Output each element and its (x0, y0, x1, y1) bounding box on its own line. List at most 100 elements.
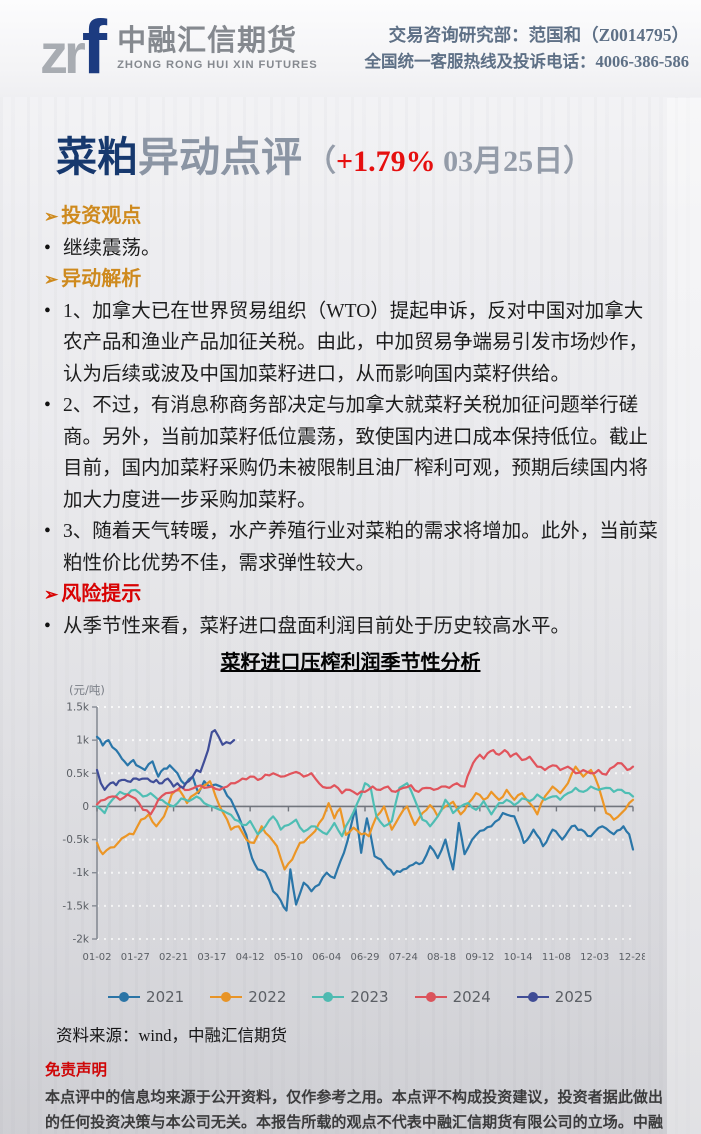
legend-dot (527, 992, 538, 1002)
title-date: 03月25日 (443, 145, 564, 178)
company-logo: zr f 中融汇信期货 ZHONG RONG HUI XIN FUTURES (40, 5, 318, 91)
legend-dot (323, 992, 334, 1002)
title-suffix: 异动点评 (138, 134, 302, 180)
section-heading-label: 异动解析 (61, 268, 142, 290)
bullet-icon: • (44, 521, 51, 542)
legend-item-2024: 2024 (414, 988, 491, 1006)
chart-wrap: (元/吨) 1.5k 1k 0.5k 0 -0.5k -1k -1.5k -2k 01-02 01-… (55, 681, 701, 978)
legend-item-2022: 2022 (210, 988, 286, 1006)
bullet-icon: • (44, 615, 51, 637)
x-tick-label: 10-14 (504, 952, 533, 963)
chart-block: 菜籽进口压榨利润季节性分析 (元/吨) 1.5k 1k 0.5k 0 -0.5k -1k -1… (0, 646, 701, 1006)
legend-label: 2021 (146, 988, 185, 1006)
legend-label: 2024 (452, 988, 491, 1006)
legend-item-2023: 2023 (312, 988, 389, 1006)
bullet-text: 3、随着天气转暖，水产养殖行业对菜粕的需求将增加。此外，当前菜粕性价比优势不佳，… (63, 521, 658, 574)
paren-close: ） (563, 145, 594, 178)
bullet-item: • 1、加拿大已在世界贸易组织（WTO）提起申诉，反对中国对加拿大农产品和渔业产品… (44, 296, 661, 391)
bullet-text: 从季节性来看，菜籽进口盘面利润目前处于历史较高水平。 (63, 615, 571, 637)
y-tick-label: 0 (82, 801, 89, 813)
bullet-text: 2、不过，有消息称商务部决定与加拿大就菜籽关税加征问题举行磋商。另外，当前加菜籽… (63, 395, 649, 511)
bullet-icon: • (44, 237, 51, 259)
section-heading: ➢ 风险提示 (44, 579, 661, 611)
paren-open: （ (306, 145, 336, 178)
bullet-text: 继续震荡。 (63, 237, 161, 259)
x-tick-label: 01-27 (121, 952, 150, 963)
arrow-icon: ➢ (44, 207, 59, 226)
seasonality-line-chart: (元/吨) 1.5k 1k 0.5k 0 -0.5k -1k -1.5k -2k 01-02 01-… (62, 683, 647, 963)
logo-mark: zr f (40, 5, 108, 91)
title-paren: （+1.79% 03月25日） (306, 145, 593, 178)
logo-zr-text: zr (40, 22, 86, 86)
legend-marker-icon (516, 992, 549, 1002)
y-tick-label: 1k (76, 735, 90, 747)
series-line-2023 (95, 782, 635, 838)
logo-f-text: f (81, 5, 108, 91)
chart-title: 菜籽进口压榨利润季节性分析 (220, 652, 481, 674)
section-heading-label: 投资观点 (61, 205, 142, 227)
analyst-line: 交易咨询研究部：范国和（Z0014795） (388, 25, 689, 46)
bullet-item: • 继续震荡。 (44, 233, 661, 265)
x-tick-label: 03-17 (197, 952, 226, 963)
legend-dot (119, 992, 130, 1002)
header: zr f 中融汇信期货 ZHONG RONG HUI XIN FUTURES 交易… (0, 0, 701, 97)
section-heading: ➢ 异动解析 (44, 264, 661, 296)
bullet-text: 1、加拿大已在世界贸易组织（WTO）提起申诉，反对中国对加拿大农产品和渔业产品加… (63, 300, 649, 385)
series-line-2024 (95, 748, 635, 816)
y-axis-unit-label: (元/吨) (69, 683, 105, 697)
x-tick-label: 01-02 (82, 952, 111, 963)
bullet-item: • 2、不过，有消息称商务部决定与加拿大就菜籽关税加征问题举行磋商。另外，当前加菜… (44, 390, 661, 516)
contact-info: 交易咨询研究部：范国和（Z0014795） 全国统一客服热线及投诉电话：4006… (365, 22, 690, 75)
x-tick-label: 06-29 (350, 952, 379, 963)
chart-legend: 2021 2022 2023 2024 2025 (0, 988, 701, 1006)
series-line-2021 (95, 735, 635, 912)
legend-item-2025: 2025 (516, 988, 593, 1006)
x-tick-label: 08-18 (427, 952, 456, 963)
bullet-item: • 3、随着天气转暖，水产养殖行业对菜粕的需求将增加。此外，当前菜粕性价比优势不佳… (44, 516, 661, 579)
section-heading: ➢ 投资观点 (44, 201, 661, 233)
section-heading-label: 风险提示 (61, 583, 142, 605)
y-tick-label: 0.5k (66, 768, 90, 780)
legend-marker-icon (414, 992, 447, 1002)
x-tick-label: 04-12 (236, 952, 265, 963)
logo-text: 中融汇信期货 ZHONG RONG HUI XIN FUTURES (117, 25, 318, 71)
x-tick-label: 12-03 (580, 952, 609, 963)
title-change: +1.79% (336, 145, 436, 178)
legend-marker-icon (312, 992, 345, 1002)
y-tick-label: -1k (72, 867, 89, 879)
y-tick-label: 1.5k (66, 702, 90, 714)
x-tick-label: 02-21 (159, 952, 188, 963)
arrow-icon: ➢ (44, 270, 59, 289)
disclaimer-body: 本点评中的信息均来源于公开资料，仅作参考之用。本点评不构成投资建议，投资者据此做… (45, 1089, 663, 1131)
bullet-icon: • (44, 300, 51, 322)
x-tick-label: 12-28 (618, 952, 645, 963)
x-tick-label: 09-12 (465, 952, 494, 963)
page-title: 菜粕异动点评 （+1.79% 03月25日） (56, 123, 701, 183)
legend-label: 2025 (554, 988, 593, 1006)
report-body: ➢ 投资观点 • 继续震荡。 ➢ 异动解析 • 1、加拿大已在世界贸易组织（WTO）提起申诉，… (44, 201, 661, 642)
x-tick-label: 11-08 (542, 952, 571, 963)
legend-item-2021: 2021 (108, 988, 184, 1006)
legend-marker-icon (108, 992, 141, 1002)
x-tick-label: 07-24 (389, 952, 418, 963)
bullet-icon: • (44, 395, 51, 416)
legend-dot (425, 992, 436, 1002)
y-tick-label: -0.5k (62, 834, 89, 846)
disclaimer-title: 免责声明 (45, 1062, 108, 1079)
y-tick-label: -1.5k (62, 900, 89, 912)
x-tick-label: 06-04 (312, 952, 341, 963)
series-line-2025 (95, 729, 236, 791)
x-tick-label: 05-10 (274, 952, 303, 963)
data-source: 资料来源：wind，中融汇信期货 (56, 1026, 287, 1045)
hotline-line: 全国统一客服热线及投诉电话：4006-386-586 (364, 52, 690, 72)
disclaimer: 免责声明 本点评中的信息均来源于公开资料，仅作参考之用。本点评不构成投资建议，投… (45, 1058, 663, 1134)
series-line-2022 (95, 765, 635, 871)
arrow-icon: ➢ (44, 585, 59, 604)
y-tick-label: -2k (72, 934, 89, 946)
company-name-cn: 中融汇信期货 (117, 25, 298, 58)
legend-dot (221, 992, 232, 1002)
company-name-en: ZHONG RONG HUI XIN FUTURES (117, 58, 318, 71)
title-product: 菜粕 (56, 134, 138, 180)
legend-label: 2022 (248, 988, 287, 1006)
